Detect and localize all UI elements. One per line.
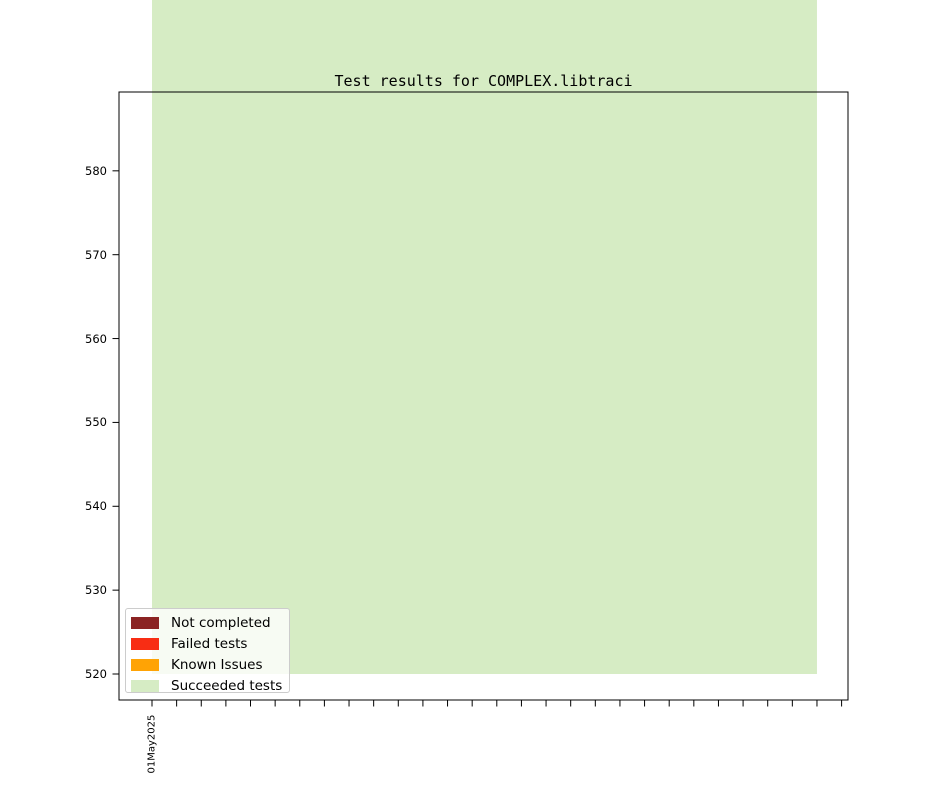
- legend-item-not-completed: Not completed: [131, 612, 289, 633]
- y-axis-tick-label: 530: [85, 583, 107, 598]
- y-axis-tick-label: 570: [85, 247, 107, 262]
- chart-title: Test results for COMPLEX.libtraci: [334, 72, 633, 90]
- legend-item-known-issues: Known Issues: [131, 654, 289, 675]
- legend: Not completed Failed tests Known Issues …: [125, 608, 290, 696]
- area-band: [152, 0, 817, 675]
- legend-label-known-issues: Known Issues: [171, 656, 263, 673]
- legend-item-succeeded-tests: Succeeded tests: [131, 675, 289, 696]
- legend-swatch-not-completed-icon: [131, 616, 159, 629]
- legend-label-failed-tests: Failed tests: [171, 635, 248, 652]
- legend-label-succeeded-tests: Succeeded tests: [171, 677, 283, 694]
- y-axis-tick-label: 560: [85, 331, 107, 346]
- legend-swatch-succeeded-tests-icon: [131, 679, 159, 692]
- x-axis-date-label: 01May2025: [146, 714, 158, 774]
- y-axis-tick-label: 520: [85, 667, 107, 681]
- plot-frame: [118, 91, 849, 701]
- legend-item-failed-tests: Failed tests: [131, 633, 289, 654]
- legend-swatch-known-issues-icon: [131, 658, 159, 671]
- legend-swatch-failed-tests-icon: [131, 637, 159, 650]
- y-axis-tick-label: 550: [85, 415, 107, 430]
- y-axis-tick-label: 580: [85, 163, 107, 178]
- legend-label-not-completed: Not completed: [171, 614, 271, 631]
- y-axis-tick-label: 540: [85, 499, 107, 514]
